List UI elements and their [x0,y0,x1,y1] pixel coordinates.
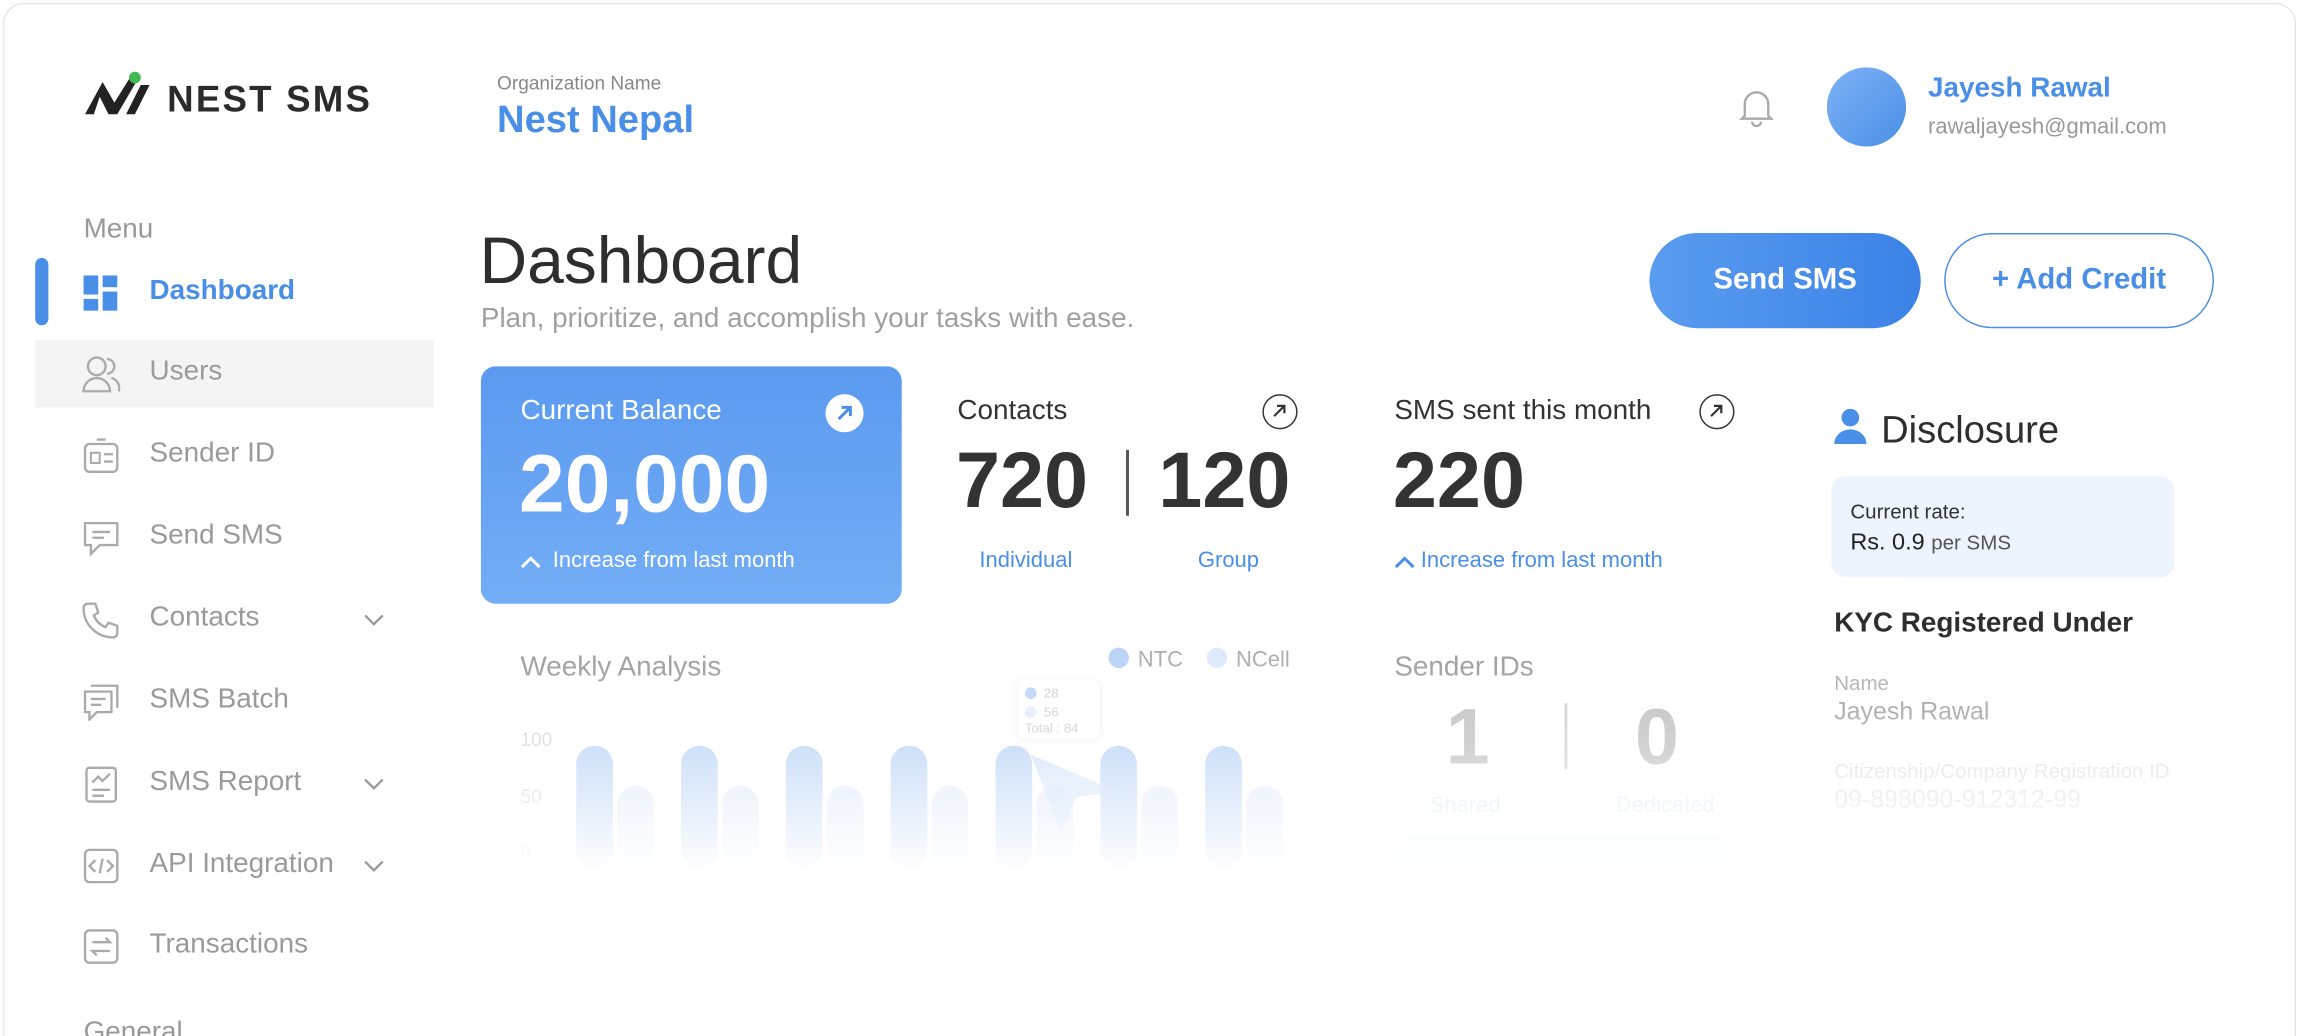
page-subtitle: Plan, prioritize, and accomplish your ta… [480,303,1135,335]
shared-count: 1 [1445,693,1490,782]
nav-item[interactable]: Users [35,339,434,408]
nav-item[interactable]: SMS Report [35,750,434,817]
field-label: Name [1834,671,1889,695]
group-label: Group [1197,548,1260,573]
balance-label: Current Balance [520,395,722,427]
sender-ids-title: Sender IDs [1394,652,1534,683]
balance-value: 20,000 [519,436,771,529]
nav-item[interactable]: Contacts [35,586,434,653]
up-icon [1394,556,1415,569]
active-indicator [35,257,49,326]
divider [1564,703,1568,770]
sender-button[interactable] [1394,835,1736,894]
general-label: General [83,1016,183,1036]
rate-value: Rs. 0.9 [1850,530,1925,556]
dedicated-label: Dedicated [1615,792,1715,818]
nav-item[interactable]: API Integration [35,832,434,899]
dedicated-count: 0 [1634,693,1679,782]
sms-sent-label: SMS sent this month [1394,395,1652,427]
field-value: 09-898090-912312-99 [1834,785,2081,814]
org-name: Nest Nepal [497,96,695,141]
notification-bell[interactable] [1737,85,1775,129]
individual-label: Individual [979,548,1073,573]
legend-swatch [1108,647,1129,669]
open-icon[interactable] [1699,394,1735,430]
bar [722,785,759,869]
rate-box [1831,476,2175,578]
page-title: Dashboard [479,222,803,298]
divider [1126,449,1129,516]
sms-sent-note: Increase from last month [1420,548,1663,573]
sms-sent-value: 220 [1392,436,1526,525]
bar [1141,785,1179,869]
open-icon[interactable] [825,394,864,433]
bar [617,785,654,869]
nav-item[interactable]: Transactions [35,913,434,980]
nav-label: SMS Batch [149,684,289,716]
nav-label: Contacts [149,602,260,634]
rate: Rs. 0.9 per SMS [1850,530,2011,556]
cursor [1030,754,1118,836]
up-icon [520,556,541,569]
nav-item[interactable]: SMS Batch [35,668,434,735]
bar [1205,745,1242,869]
nav-item[interactable]: Dashboard [35,259,434,326]
nav-label: Dashboard [149,275,296,307]
bar [826,785,864,869]
kyc-title: KYC Registered Under [1834,608,2134,639]
nav-item[interactable]: Sender ID [35,422,434,489]
nav-label: Users [149,356,223,387]
bar [681,745,718,869]
y-tick-label: 50 [521,787,542,808]
nav-label: API Integration [149,848,334,880]
bar [576,745,613,869]
user-icon [1834,408,1867,444]
add-credit-button[interactable]: + Add Credit [1944,232,2214,329]
bar [890,745,928,869]
rate-label: Current rate: [1850,499,1966,524]
nav-label: Send SMS [149,520,283,551]
nav-label: SMS Report [149,766,302,798]
shared-label: Shared [1429,792,1501,818]
user-name: Jayesh Rawal [1928,73,2111,105]
bar [785,745,823,869]
disclosure-title: Disclosure [1881,407,2060,452]
field-label: Citizenship/Company Registration ID [1834,759,2170,783]
avatar[interactable] [1826,67,1907,147]
tooltip-value: 56 [1043,704,1059,720]
weekly-chart: 0 50 100 NTC NCell [521,647,1290,869]
bar [931,785,969,869]
y-tick-label: 0 [521,844,532,865]
logo-icon [85,71,150,115]
tooltip: 28 56 Total : 84 [1017,679,1100,739]
legend-swatch [1206,647,1228,669]
tooltip-total: Total : 84 [1024,720,1079,736]
balance-note: Increase from last month [552,548,795,573]
y-tick-label: 100 [521,730,553,751]
menu-label: Menu [83,213,154,245]
bar [1246,785,1283,869]
field-value: Jayesh Rawal [1834,697,1990,726]
brand: NEST SMS [167,79,373,121]
nav-item[interactable]: Send SMS [35,504,434,571]
legend-label: NCell [1236,647,1290,672]
contacts-label: Contacts [957,395,1068,427]
tooltip-value: 28 [1043,685,1059,701]
legend-label: NTC [1138,647,1183,672]
contacts-group: 120 [1158,436,1291,525]
user-email: rawaljayesh@gmail.com [1928,114,2167,140]
send-sms-button[interactable]: Send SMS [1649,232,1921,329]
contacts-individual: 720 [955,436,1089,525]
org-label: Organization Name [497,71,662,94]
open-icon[interactable] [1262,394,1298,430]
nav-label: Transactions [149,929,308,960]
nav-label: Sender ID [149,438,275,469]
rate-unit: per SMS [1931,530,2012,554]
